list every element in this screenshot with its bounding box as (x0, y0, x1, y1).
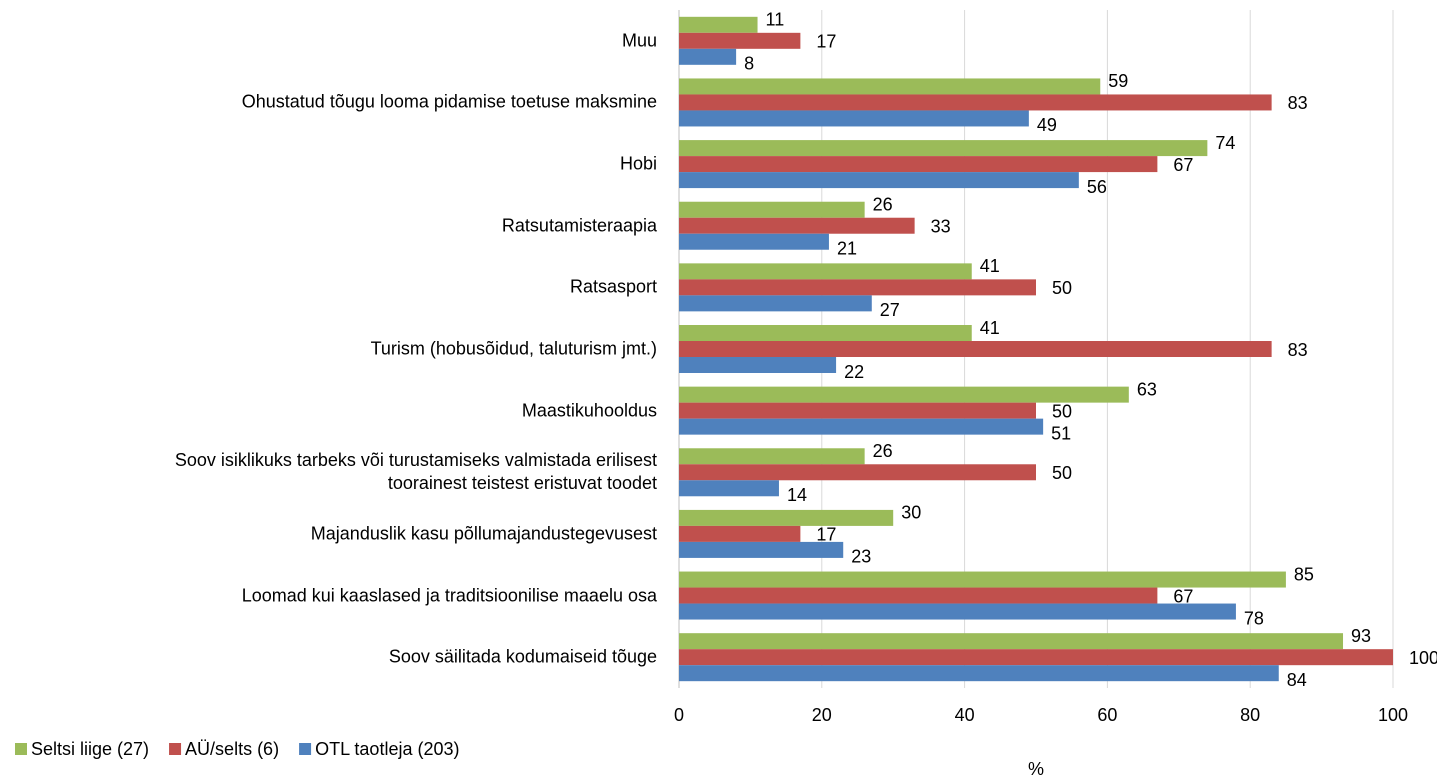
category-label: Ratsutamisteraapia (501, 215, 657, 236)
bar (679, 156, 1158, 173)
bar (679, 172, 1079, 189)
data-label: 50 (1052, 278, 1072, 298)
data-label: 30 (901, 503, 921, 523)
x-tick-label: 0 (674, 705, 684, 725)
bar (679, 295, 872, 312)
category-label: Majanduslik kasu põllumajandustegevusest (310, 523, 657, 544)
data-label: 41 (980, 256, 1000, 276)
bar (679, 464, 1036, 481)
bar (679, 665, 1279, 682)
data-label: 21 (837, 238, 857, 258)
data-label: 17 (816, 32, 836, 52)
legend-label: OTL taotleja (203) (315, 739, 459, 759)
bar (679, 357, 837, 373)
category-label: Muu (621, 30, 657, 51)
bar (679, 603, 1236, 620)
data-label: 67 (1173, 155, 1193, 175)
bar (679, 480, 779, 497)
data-label: 14 (787, 485, 807, 505)
x-tick-label: 80 (1240, 705, 1260, 725)
data-label: 26 (873, 441, 893, 461)
x-tick-label: 60 (1097, 705, 1117, 725)
bar (679, 279, 1036, 296)
x-tick-label: 20 (812, 705, 832, 725)
x-tick-label: 100 (1378, 705, 1408, 725)
bar (679, 448, 865, 465)
bar (679, 233, 829, 250)
bar (679, 402, 1036, 419)
data-label: 83 (1288, 340, 1308, 360)
legend-label: AÜ/selts (6) (185, 739, 279, 759)
data-label: 59 (1108, 71, 1128, 91)
legend-label: Seltsi liige (27) (31, 739, 149, 759)
bar (679, 78, 1101, 95)
bar (679, 418, 1044, 435)
bar (679, 325, 972, 341)
bar (679, 525, 801, 542)
bar (679, 386, 1129, 403)
data-label: 78 (1244, 608, 1264, 628)
data-label: 49 (1037, 115, 1057, 135)
data-label: 8 (744, 54, 754, 74)
data-label: 74 (1215, 133, 1235, 153)
data-label: 100 (1409, 648, 1437, 668)
category-label: Loomad kui kaaslased ja traditsioonilise… (241, 585, 657, 606)
data-label: 41 (980, 318, 1000, 338)
data-label: 26 (873, 194, 893, 214)
bar (679, 633, 1344, 650)
bar (679, 571, 1286, 588)
legend-swatch (169, 743, 182, 755)
legend-swatch (15, 743, 27, 755)
bar (679, 110, 1029, 127)
category-label: Ohustatud tõugu looma pidamise toetuse m… (241, 91, 657, 112)
x-tick-label: 40 (955, 705, 975, 725)
data-label: 50 (1052, 401, 1072, 421)
bar (679, 341, 1272, 357)
data-label: 17 (816, 525, 836, 545)
bar (679, 587, 1158, 604)
bar (679, 48, 737, 65)
bar (679, 16, 758, 33)
data-label: 27 (880, 300, 900, 320)
bar (679, 32, 801, 49)
data-label: 33 (931, 216, 951, 236)
bar (679, 649, 1393, 666)
x-axis-label: % (1028, 759, 1044, 779)
legend-swatch (299, 743, 312, 755)
bar (679, 541, 844, 558)
bar (679, 140, 1208, 157)
bar (679, 263, 972, 280)
data-label: 50 (1052, 463, 1072, 483)
data-label: 84 (1287, 670, 1307, 690)
bar (679, 94, 1272, 111)
bar (679, 201, 865, 218)
data-label: 67 (1173, 586, 1193, 606)
category-label: Ratsasport (569, 276, 657, 297)
category-label: Turism (hobusõidud, taluturism jmt.) (370, 338, 657, 359)
bar (679, 217, 915, 234)
data-label: 22 (844, 362, 864, 382)
category-label: Soov isiklikuks tarbeks või turustamisek… (174, 450, 657, 494)
category-label: Maastikuhooldus (521, 400, 657, 421)
category-label: Soov säilitada kodumaiseid tõuge (388, 646, 657, 667)
bar (679, 509, 894, 526)
data-label: 83 (1288, 93, 1308, 113)
category-label: Hobi (619, 153, 657, 174)
data-label: 51 (1051, 423, 1071, 443)
data-label: 93 (1351, 626, 1371, 646)
data-label: 63 (1137, 379, 1157, 399)
data-label: 11 (766, 10, 785, 30)
data-label: 23 (851, 547, 871, 567)
data-label: 85 (1294, 564, 1314, 584)
data-label: 56 (1087, 177, 1107, 197)
